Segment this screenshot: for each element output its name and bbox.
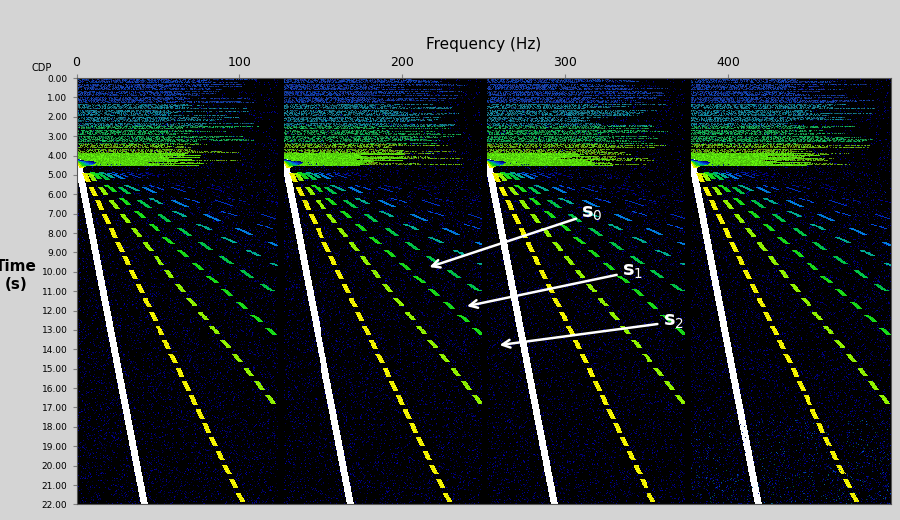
- Text: s$_0$: s$_0$: [432, 204, 603, 267]
- Text: CDP: CDP: [32, 63, 52, 73]
- Text: s$_2$: s$_2$: [502, 313, 684, 347]
- Text: Time
(s): Time (s): [0, 259, 37, 292]
- X-axis label: Frequency (Hz): Frequency (Hz): [426, 37, 542, 52]
- Text: s$_1$: s$_1$: [470, 262, 644, 308]
